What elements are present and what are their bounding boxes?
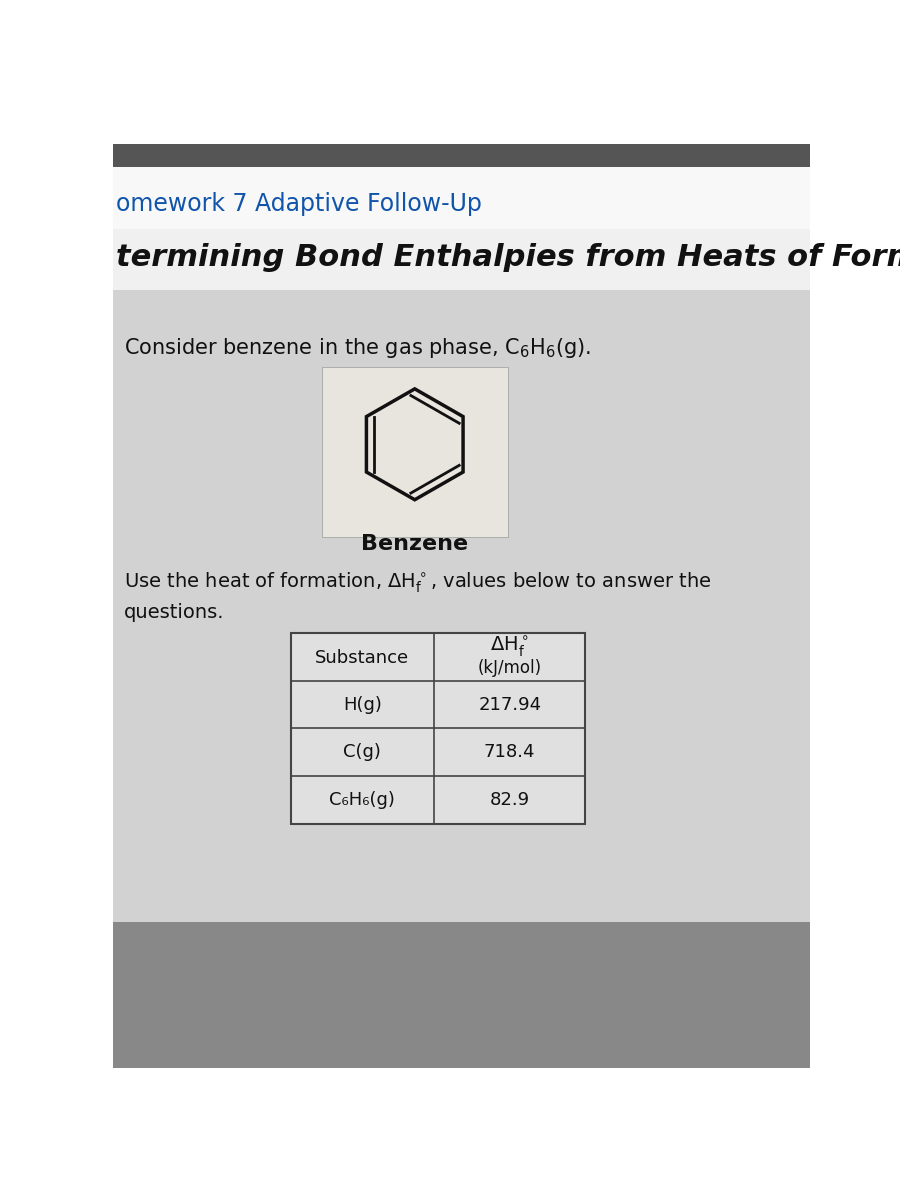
Text: 718.4: 718.4 bbox=[484, 743, 536, 761]
Bar bbox=[112, 290, 810, 922]
Bar bbox=[291, 632, 585, 824]
Bar bbox=[112, 922, 810, 1068]
Bar bbox=[112, 167, 810, 229]
Text: Benzene: Benzene bbox=[361, 534, 468, 554]
Text: $\mathregular{\Delta H_f^\circ}$: $\mathregular{\Delta H_f^\circ}$ bbox=[491, 635, 529, 659]
Bar bbox=[322, 367, 508, 536]
Text: termining Bond Enthalpies from Heats of Formation: termining Bond Enthalpies from Heats of … bbox=[116, 244, 900, 272]
Text: Substance: Substance bbox=[315, 648, 410, 666]
Text: Use the heat of formation, $\mathregular{\Delta H_f^\circ}$, values below to ans: Use the heat of formation, $\mathregular… bbox=[124, 571, 712, 595]
Bar bbox=[112, 144, 810, 167]
Text: (kJ/mol): (kJ/mol) bbox=[478, 659, 542, 677]
Text: C₆H₆(g): C₆H₆(g) bbox=[329, 791, 395, 809]
Text: Consider benzene in the gas phase, $\mathregular{C_6H_6(g)}$.: Consider benzene in the gas phase, $\mat… bbox=[124, 336, 591, 360]
Bar bbox=[112, 290, 810, 922]
Text: 82.9: 82.9 bbox=[490, 791, 530, 809]
Text: C(g): C(g) bbox=[344, 743, 382, 761]
Text: omework 7 Adaptive Follow-Up: omework 7 Adaptive Follow-Up bbox=[116, 192, 482, 216]
Bar bbox=[112, 229, 810, 290]
Text: H(g): H(g) bbox=[343, 696, 382, 714]
Text: questions.: questions. bbox=[124, 602, 225, 622]
Text: 217.94: 217.94 bbox=[478, 696, 541, 714]
